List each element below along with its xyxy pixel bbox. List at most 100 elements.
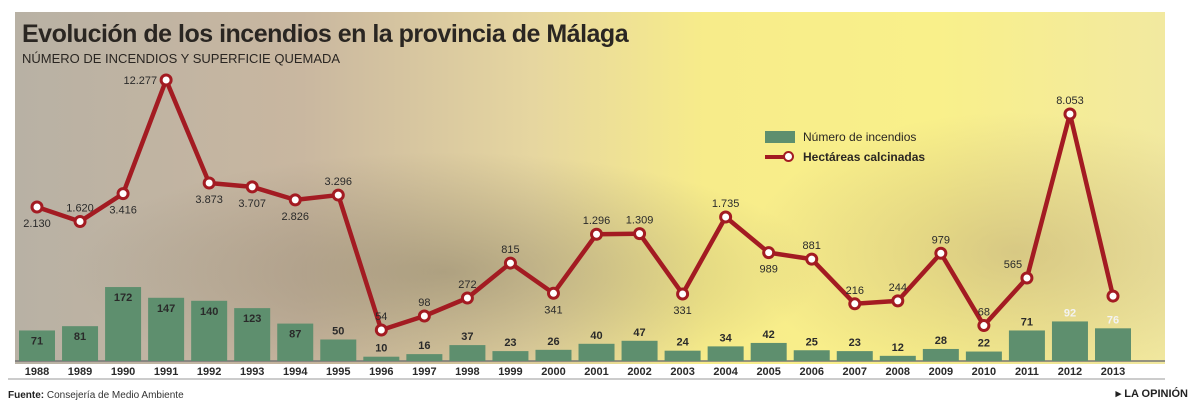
x-tick-1997: 1997 bbox=[412, 366, 436, 378]
bar-label-1992: 140 bbox=[200, 306, 218, 318]
bar-1988 bbox=[19, 330, 55, 361]
x-tick-2000: 2000 bbox=[541, 366, 565, 378]
bar-label-2002: 47 bbox=[633, 327, 645, 339]
bar-label-1988: 71 bbox=[31, 335, 43, 347]
bar-label-1989: 81 bbox=[74, 331, 86, 343]
bar-1995 bbox=[320, 339, 357, 361]
line-label-1998: 272 bbox=[458, 279, 476, 291]
bar-label-1995: 50 bbox=[332, 326, 344, 338]
bar-2006 bbox=[793, 350, 830, 361]
line-label-2003: 331 bbox=[673, 305, 691, 317]
line-label-1996: 54 bbox=[375, 311, 387, 323]
source-label: Fuente: bbox=[8, 390, 45, 401]
bar-2010 bbox=[965, 351, 1002, 361]
line-label-2009: 979 bbox=[932, 234, 950, 246]
bar-label-2005: 42 bbox=[763, 329, 775, 341]
brand-logo: ▸ LA OPINIÓN bbox=[1115, 388, 1188, 400]
line-label-2011: 565 bbox=[1004, 259, 1022, 271]
x-tick-1994: 1994 bbox=[283, 366, 308, 378]
line-point-1992 bbox=[202, 176, 216, 190]
line-point-1994 bbox=[288, 193, 302, 207]
bar-label-2013: 76 bbox=[1107, 314, 1119, 326]
bar-2000 bbox=[535, 349, 572, 361]
bar-1996 bbox=[363, 356, 400, 361]
bar-2011 bbox=[1008, 330, 1045, 361]
bar-label-1991: 147 bbox=[157, 303, 175, 315]
x-tick-2011: 2011 bbox=[1015, 366, 1039, 378]
bar-label-1999: 23 bbox=[504, 337, 516, 349]
x-tick-1999: 1999 bbox=[498, 366, 522, 378]
x-tick-1995: 1995 bbox=[326, 366, 350, 378]
line-point-1988 bbox=[30, 200, 44, 214]
line-point-2008 bbox=[891, 294, 905, 308]
bar-2007 bbox=[836, 351, 873, 361]
line-label-2000: 341 bbox=[544, 304, 562, 316]
line-point-2000 bbox=[546, 286, 560, 300]
line-label-1990: 3.416 bbox=[109, 205, 137, 217]
line-label-2005: 989 bbox=[760, 264, 778, 276]
line-label-2007: 216 bbox=[846, 285, 864, 297]
line-label-1994: 2.826 bbox=[281, 211, 309, 223]
bar-1993 bbox=[234, 308, 271, 361]
line-point-1995 bbox=[331, 188, 345, 202]
line-point-2007 bbox=[848, 297, 862, 311]
line-point-2009 bbox=[934, 246, 948, 260]
line-point-2004 bbox=[719, 210, 733, 224]
x-tick-2007: 2007 bbox=[843, 366, 867, 378]
line-label-2002: 1.309 bbox=[626, 215, 654, 227]
legend-line-swatch bbox=[765, 151, 795, 163]
x-tick-2001: 2001 bbox=[584, 366, 608, 378]
line-point-1999 bbox=[503, 256, 517, 270]
line-label-1988: 2.130 bbox=[23, 218, 51, 230]
line-point-1993 bbox=[245, 180, 259, 194]
line-label-2006: 881 bbox=[803, 240, 821, 252]
bar-2005 bbox=[750, 342, 787, 361]
line-label-1993: 3.707 bbox=[238, 198, 266, 210]
bar-label-1993: 123 bbox=[243, 313, 261, 325]
x-tick-2006: 2006 bbox=[799, 366, 823, 378]
x-tick-1992: 1992 bbox=[197, 366, 221, 378]
bar-1999 bbox=[492, 351, 529, 361]
x-tick-2003: 2003 bbox=[670, 366, 694, 378]
legend-bars-label: Número de incendios bbox=[803, 130, 917, 144]
source-note: Fuente: Consejería de Medio Ambiente bbox=[8, 390, 184, 402]
bar-1998 bbox=[449, 345, 486, 361]
bar-1992 bbox=[191, 300, 228, 361]
line-label-1991: 12.277 bbox=[123, 75, 157, 87]
x-tick-1996: 1996 bbox=[369, 366, 393, 378]
bar-label-2004: 34 bbox=[720, 332, 733, 344]
line-label-2008: 244 bbox=[889, 282, 907, 294]
bar-2013 bbox=[1095, 328, 1131, 361]
bar-label-2001: 40 bbox=[590, 330, 602, 342]
bar-1997 bbox=[406, 354, 443, 361]
line-point-2002 bbox=[633, 227, 647, 241]
x-tick-2009: 2009 bbox=[929, 366, 953, 378]
line-point-2003 bbox=[676, 287, 690, 301]
line-label-2012: 8.053 bbox=[1056, 95, 1084, 107]
line-label-1995: 3.296 bbox=[325, 176, 353, 188]
bar-label-2008: 12 bbox=[892, 342, 904, 354]
bar-2001 bbox=[578, 343, 615, 361]
line-label-1989: 1.620 bbox=[66, 202, 94, 214]
line-point-2011 bbox=[1020, 271, 1034, 285]
bar-1989 bbox=[62, 326, 99, 361]
line-point-1991 bbox=[159, 73, 173, 87]
bar-label-1998: 37 bbox=[461, 331, 473, 343]
chart-title: Evolución de los incendios en la provinc… bbox=[22, 20, 629, 48]
line-point-2001 bbox=[590, 227, 604, 241]
bar-label-2006: 25 bbox=[806, 336, 818, 348]
x-tick-2004: 2004 bbox=[713, 366, 738, 378]
line-point-1997 bbox=[417, 309, 431, 323]
x-tick-1989: 1989 bbox=[68, 366, 92, 378]
line-label-2004: 1.735 bbox=[712, 198, 740, 210]
bar-label-2009: 28 bbox=[935, 335, 947, 347]
line-label-2001: 1.296 bbox=[583, 215, 611, 227]
bar-2009 bbox=[922, 348, 959, 361]
bar-label-2003: 24 bbox=[676, 337, 689, 349]
source-text: Consejería de Medio Ambiente bbox=[46, 390, 184, 401]
legend-item-bars: Número de incendios bbox=[765, 130, 916, 144]
x-tick-1988: 1988 bbox=[25, 366, 49, 378]
bar-2012 bbox=[1051, 321, 1088, 361]
